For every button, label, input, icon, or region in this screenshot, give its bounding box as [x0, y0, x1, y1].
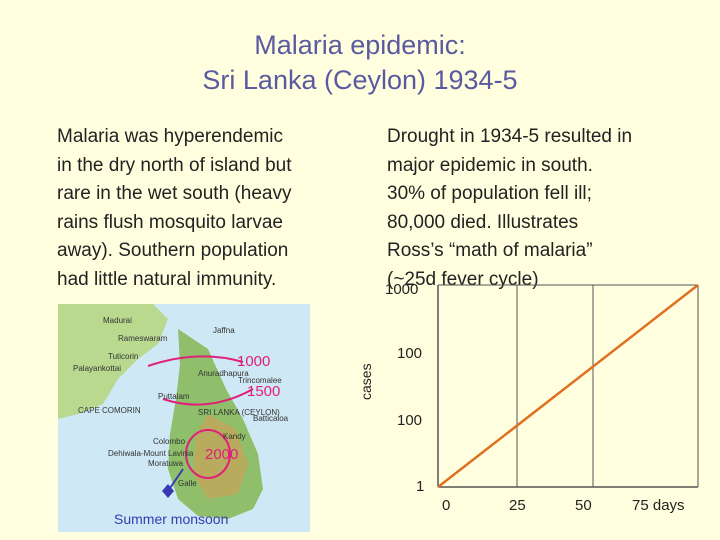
- map-label: Moratuwa: [148, 459, 184, 468]
- isoline-label-2000: 2000: [205, 446, 239, 463]
- map-label: Madurai: [103, 316, 132, 325]
- map-label: Dehiwala-Mount Lavinia: [108, 449, 194, 458]
- map-label: CAPE COMORIN: [78, 406, 141, 415]
- right-line: Drought in 1934-5 resulted in: [387, 126, 633, 147]
- map-label: Rameswaram: [118, 334, 168, 343]
- sri-lanka-map: Madurai Jaffna Tuticorin Trincomalee SRI…: [58, 304, 310, 532]
- isoline-label-1000: 1000: [237, 353, 271, 370]
- map-label: Batticaloa: [253, 414, 289, 423]
- title-line-1: Malaria epidemic:: [254, 30, 466, 60]
- right-line: 30% of population fell ill;: [387, 183, 592, 204]
- right-line: Ross’s “math of malaria”: [387, 240, 593, 261]
- map-label: SRI LANKA (CEYLON): [198, 408, 280, 417]
- x-tick-label: 0: [442, 497, 451, 514]
- x-tick-label: 75 days: [632, 497, 685, 514]
- title-line-2: Sri Lanka (Ceylon) 1934-5: [202, 65, 518, 95]
- isoline-label-1500: 1500: [247, 383, 281, 400]
- map-label: Anuradhapura: [198, 369, 249, 378]
- y-tick-label: 100: [397, 412, 423, 429]
- map-label: Jaffna: [213, 326, 235, 335]
- y-tick-label: 100: [397, 345, 423, 362]
- left-paragraph: Malaria was hyperendemic in the dry nort…: [57, 123, 367, 294]
- monsoon-caption: Summer monsoon: [114, 511, 229, 527]
- isoline-1000: [147, 355, 244, 367]
- y-tick-label: 1: [416, 478, 425, 495]
- right-line: (~25d fever cycle): [387, 268, 539, 290]
- map-label: Puttalam: [158, 392, 190, 401]
- map-label: Kandy: [223, 432, 246, 441]
- india-landmass: [58, 304, 168, 419]
- map-label: Galle: [178, 479, 197, 488]
- chart-grid: [437, 284, 699, 488]
- map-label: Palayankottai: [73, 364, 122, 373]
- left-line: Malaria was hyperendemic: [57, 126, 283, 147]
- right-paragraph: Drought in 1934-5 resulted in major epid…: [387, 123, 717, 294]
- x-tick-label: 25: [509, 497, 526, 514]
- right-line: major epidemic in south.: [387, 154, 593, 176]
- map-graphic: [58, 304, 263, 519]
- isoline-2000: [185, 429, 231, 479]
- isoline-1500: [162, 388, 254, 406]
- map-label: Tuticorin: [108, 352, 139, 361]
- y-tick-label: 1000: [385, 281, 419, 298]
- left-line: rare in the wet south (heavy: [57, 183, 292, 204]
- chart-series-line: [437, 284, 699, 488]
- left-line: in the dry north of island but: [57, 154, 292, 176]
- left-line: had little natural immunity.: [57, 268, 277, 290]
- left-line: away). Southern population: [57, 240, 289, 261]
- left-line: rains flush mosquito larvae: [57, 211, 283, 233]
- map-label: Colombo: [153, 437, 186, 446]
- chart-series: [437, 284, 699, 488]
- right-line: 80,000 died. Illustrates: [387, 211, 579, 233]
- map-label: Trincomalee: [238, 376, 282, 385]
- x-tick-label: 50: [575, 497, 592, 514]
- y-axis-label: cases: [358, 363, 374, 400]
- slide-title: Malaria epidemic: Sri Lanka (Ceylon) 193…: [0, 28, 720, 98]
